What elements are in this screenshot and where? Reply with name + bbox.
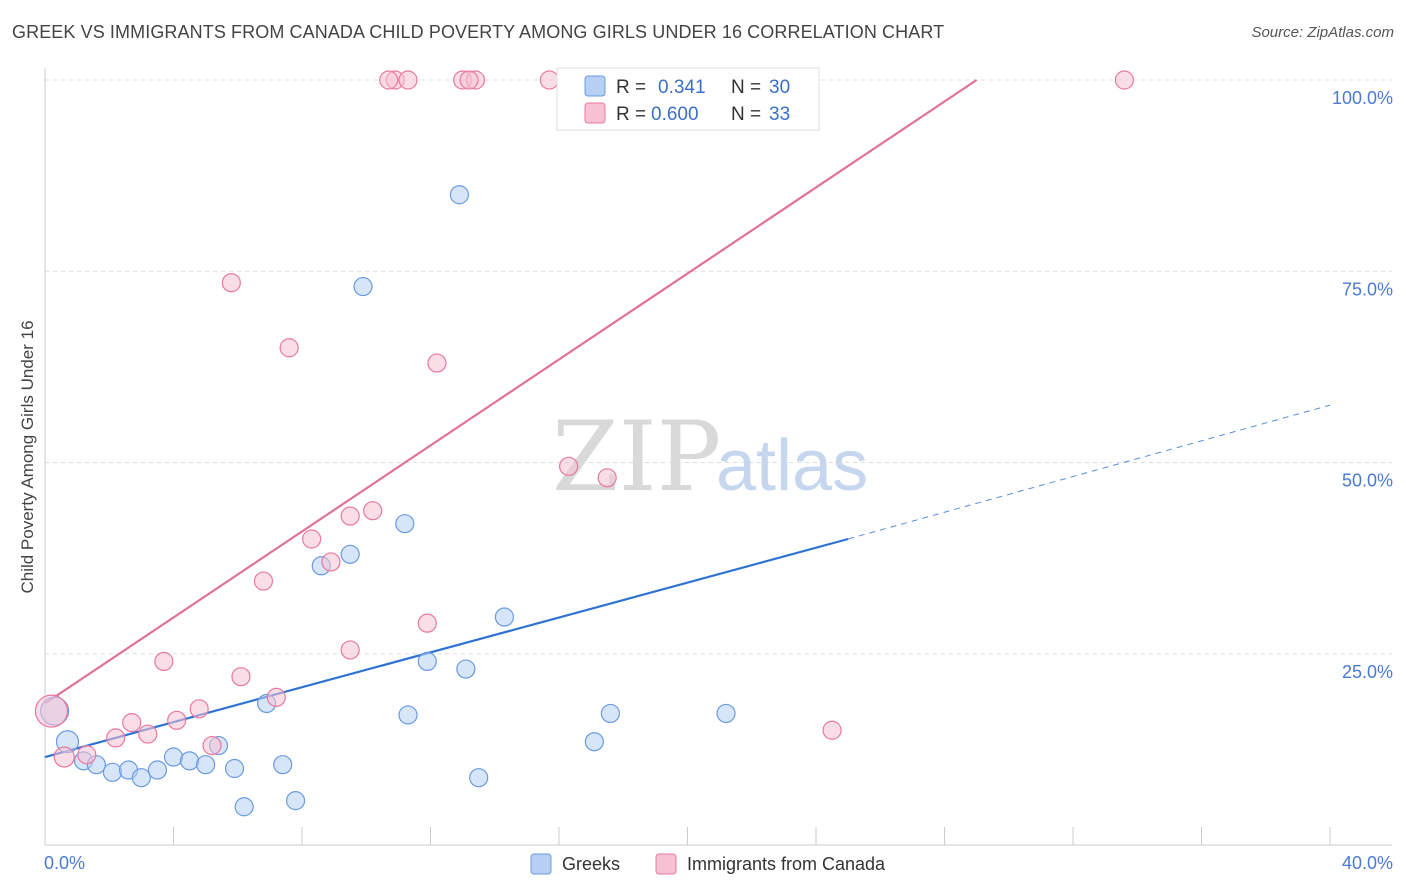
greeks-point (102, 762, 123, 782)
greeks-point (469, 768, 489, 788)
canada-point (822, 720, 842, 740)
greeks-point (196, 755, 216, 775)
canada-point (231, 667, 251, 687)
greeks-point (285, 791, 306, 811)
greeks-point (716, 703, 736, 724)
canada-point (77, 745, 97, 765)
legend-swatch-canada (584, 102, 606, 124)
chart-source: Source: ZipAtlas.com (1251, 24, 1394, 41)
canada-point (266, 687, 286, 707)
canada-point (106, 728, 126, 748)
series-legend: Greeks Immigrants from Canada (530, 853, 886, 875)
greeks-point (273, 755, 293, 775)
greeks-point (179, 751, 200, 771)
canada-point (53, 746, 75, 768)
watermark-zip: ZIP (552, 401, 721, 513)
x-tick-label: 0.0% (44, 853, 85, 873)
canada-point (398, 70, 418, 90)
x-tick-label: 40.0% (1342, 853, 1393, 873)
canada-point (167, 710, 187, 730)
canada-point (379, 70, 399, 90)
canada-point (154, 651, 174, 672)
x-tick-labels: 0.0% 40.0% (44, 853, 1393, 873)
watermark: ZIP atlas (552, 401, 868, 513)
canada-point (539, 70, 559, 90)
canada-point (340, 506, 360, 526)
greeks-point (449, 185, 470, 205)
canada-point (138, 724, 158, 744)
legend-r-label-canada: R = (616, 104, 646, 125)
canada-trend-line (44, 79, 978, 705)
bottom-legend-swatch-canada (655, 853, 677, 875)
watermark-atlas: atlas (716, 426, 868, 506)
greeks-point (353, 276, 373, 297)
greeks-trend-extension (847, 404, 1331, 540)
legend-n-label-greeks: N = (731, 77, 761, 98)
y-tick-label: 100.0% (1332, 88, 1393, 108)
greeks-point (395, 514, 415, 534)
canada-point (340, 640, 360, 660)
canada-point (597, 468, 617, 488)
legend-n-label-canada: N = (731, 104, 761, 125)
data-points (34, 70, 1135, 817)
canada-point (559, 456, 579, 476)
y-tick-label: 75.0% (1342, 279, 1393, 299)
legend-n-value-canada: 33 (769, 104, 790, 125)
canada-point (189, 699, 209, 719)
bottom-legend-label-greeks: Greeks (562, 854, 620, 874)
bottom-legend-swatch-greeks (530, 853, 552, 875)
greeks-point (456, 659, 476, 679)
legend-n-value-greeks: 30 (769, 77, 790, 98)
greeks-point (163, 747, 184, 767)
legend-r-value-canada: 0.600 (651, 104, 699, 125)
greeks-point (584, 732, 604, 752)
canada-point (321, 552, 341, 572)
greeks-point (398, 705, 418, 725)
legend-r-value-greeks: 0.341 (658, 77, 706, 98)
greeks-point (224, 758, 245, 779)
canada-point (202, 735, 222, 756)
canada-point (417, 613, 437, 633)
canada-point (302, 529, 322, 549)
canada-point (363, 501, 383, 521)
canada-point (34, 694, 69, 728)
canada-point (122, 712, 142, 733)
legend-r-label-greeks: R = (616, 77, 646, 98)
correlation-legend: R = 0.341 N = 30 R = 0.600 N = 33 (556, 67, 820, 131)
y-tick-labels: 25.0% 50.0% 75.0% 100.0% (1332, 88, 1393, 682)
canada-point (253, 571, 274, 591)
greeks-point (234, 797, 254, 817)
y-tick-label: 25.0% (1342, 662, 1393, 682)
greeks-trend-line (44, 537, 849, 759)
greeks-point (494, 607, 514, 627)
canada-point (279, 338, 299, 358)
bottom-legend-label-canada: Immigrants from Canada (687, 854, 886, 874)
greeks-point (600, 703, 621, 724)
legend-swatch-greeks (584, 75, 606, 97)
canada-point (427, 353, 447, 373)
greeks-point (131, 768, 151, 788)
greeks-point (340, 544, 360, 564)
greeks-point (147, 760, 168, 780)
canada-point (1114, 70, 1135, 90)
y-axis-label: Child Poverty Among Girls Under 16 (18, 320, 37, 593)
chart-title: GREEK VS IMMIGRANTS FROM CANADA CHILD PO… (12, 22, 945, 42)
canada-point (221, 273, 241, 293)
y-tick-label: 50.0% (1342, 471, 1393, 491)
canada-point (459, 70, 479, 90)
greeks-point (417, 651, 437, 672)
grid-lines (45, 79, 1392, 655)
